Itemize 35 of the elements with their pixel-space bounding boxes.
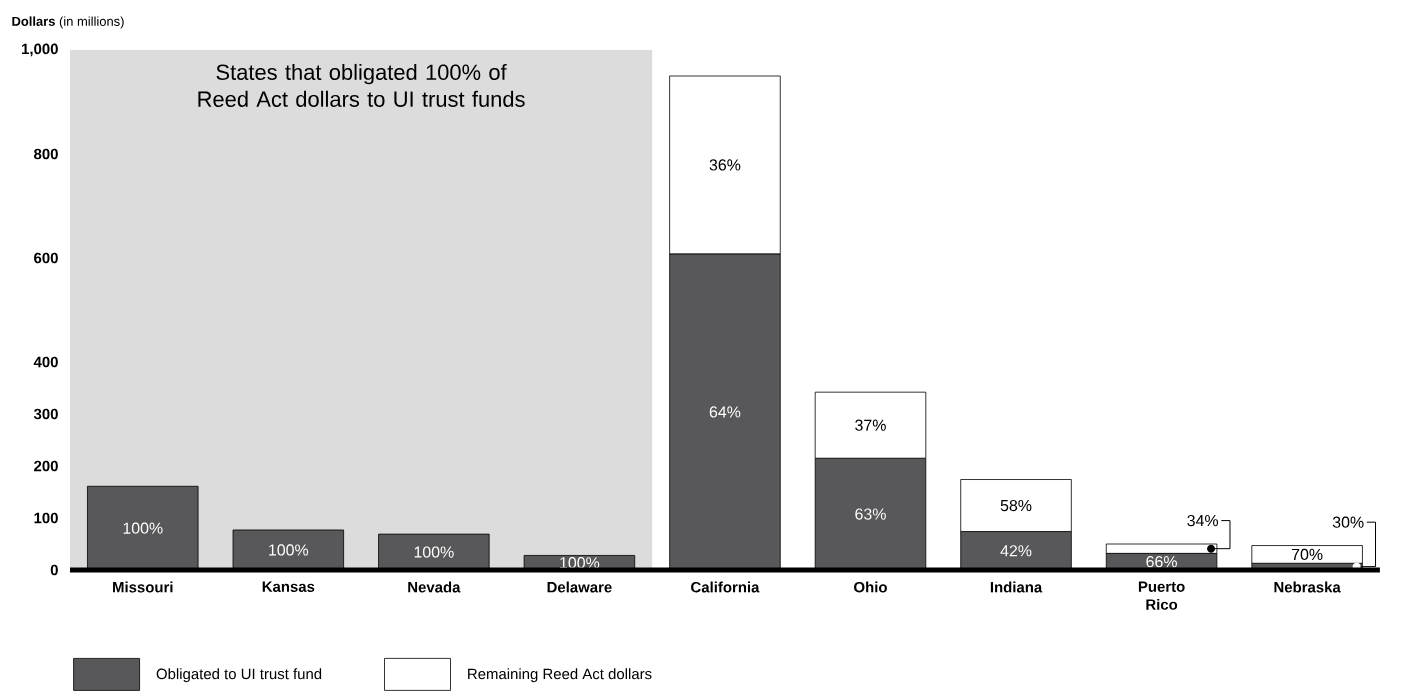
x-tick-label: Delaware — [547, 581, 612, 593]
x-tick-label: Indiana — [990, 581, 1043, 593]
band-label: States that obligated 100% of Reed Act dollars to UI trust funds — [198, 63, 525, 107]
x-tick-label: Puerto Rico — [1138, 581, 1185, 610]
y-tick-label: 200 — [34, 460, 58, 472]
y-tick-label: 800 — [34, 148, 58, 160]
y-tick-label: 0 — [50, 564, 58, 576]
annotation: 30% — [1332, 516, 1364, 528]
annotation: 100% — [269, 544, 309, 556]
annotation: 70% — [1291, 548, 1323, 561]
annotation: 66% — [1146, 556, 1177, 568]
x-tick-label: Kansas — [262, 581, 315, 592]
y-tick-label: 400 — [33, 356, 58, 368]
y-axis-title: Dollars (in millions) — [12, 16, 124, 29]
annotation: 63% — [855, 508, 886, 520]
annotation: 64% — [709, 406, 741, 418]
annotation: 42% — [1000, 545, 1032, 557]
annotation: 100% — [560, 557, 600, 569]
legend-label: Obligated to UI trust fund — [156, 668, 322, 683]
annotation: 37% — [855, 419, 886, 431]
y-tick-label: 600 — [34, 252, 58, 264]
y-tick-label: 300 — [33, 408, 58, 420]
x-tick-label: Nebraska — [1274, 581, 1341, 593]
x-tick-label: Missouri — [113, 581, 173, 593]
y-tick-label: 100 — [34, 512, 58, 524]
annotation: 34% — [1187, 514, 1219, 527]
annotation: 58% — [1000, 499, 1032, 512]
x-tick-label: Ohio — [854, 581, 887, 593]
annotation: 36% — [709, 159, 741, 171]
annotation: 100% — [123, 522, 163, 534]
x-tick-label: California — [691, 581, 760, 593]
legend-label: Remaining Reed Act dollars — [468, 668, 652, 683]
annotation: 100% — [414, 546, 454, 558]
x-tick-label: Nevada — [408, 581, 461, 593]
y-tick-label: 1,000 — [22, 43, 58, 57]
